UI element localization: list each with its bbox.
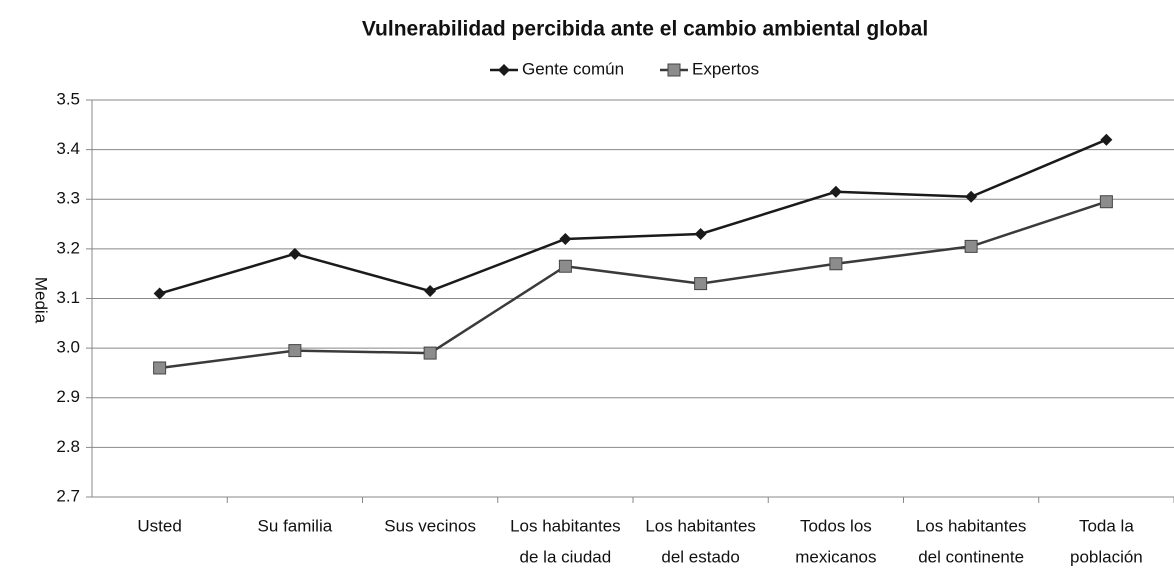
y-axis-label: Media bbox=[32, 277, 51, 324]
marker bbox=[559, 232, 572, 245]
marker bbox=[288, 247, 301, 260]
x-tick-label: población bbox=[1070, 547, 1143, 566]
y-tick-label: 3.3 bbox=[56, 189, 80, 208]
marker bbox=[153, 287, 166, 300]
legend-marker bbox=[667, 63, 681, 77]
x-tick-label: Los habitantes bbox=[645, 516, 756, 535]
marker bbox=[288, 344, 302, 358]
marker bbox=[965, 190, 978, 203]
y-tick-label: 3.5 bbox=[56, 89, 80, 108]
marker bbox=[964, 239, 978, 253]
marker bbox=[829, 257, 843, 271]
y-tick-label: 2.9 bbox=[56, 387, 80, 406]
y-tick-label: 3.2 bbox=[56, 238, 80, 257]
marker bbox=[558, 259, 572, 273]
x-tick-label: Todos los bbox=[800, 516, 872, 535]
x-tick-label: Los habitantes bbox=[916, 516, 1027, 535]
y-tick-label: 2.7 bbox=[56, 486, 80, 505]
x-tick-label: Usted bbox=[137, 516, 181, 535]
chart-title: Vulnerabilidad percibida ante el cambio … bbox=[362, 18, 928, 41]
legend-marker bbox=[498, 64, 510, 76]
x-tick-label: de la ciudad bbox=[520, 547, 612, 566]
x-tick-label: del continente bbox=[918, 547, 1024, 566]
marker bbox=[694, 277, 708, 291]
x-tick-label: del estado bbox=[661, 547, 739, 566]
y-tick-label: 3.4 bbox=[56, 139, 80, 158]
y-tick-label: 3.1 bbox=[56, 288, 80, 307]
marker bbox=[694, 227, 707, 240]
legend-label: Gente común bbox=[522, 59, 624, 78]
x-tick-label: mexicanos bbox=[795, 547, 876, 566]
marker bbox=[424, 285, 437, 298]
marker bbox=[829, 185, 842, 198]
y-tick-label: 3.0 bbox=[56, 338, 80, 357]
line bbox=[159, 200, 1107, 370]
x-tick-label: Toda la bbox=[1079, 516, 1134, 535]
legend-label: Expertos bbox=[692, 59, 759, 78]
y-tick-label: 2.8 bbox=[56, 437, 80, 456]
x-tick-label: Los habitantes bbox=[510, 516, 621, 535]
marker bbox=[1099, 195, 1113, 209]
line bbox=[159, 138, 1107, 295]
marker bbox=[153, 361, 167, 375]
x-tick-label: Su familia bbox=[258, 516, 333, 535]
marker bbox=[1100, 133, 1113, 146]
x-tick-label: Sus vecinos bbox=[384, 516, 476, 535]
marker bbox=[423, 346, 437, 360]
